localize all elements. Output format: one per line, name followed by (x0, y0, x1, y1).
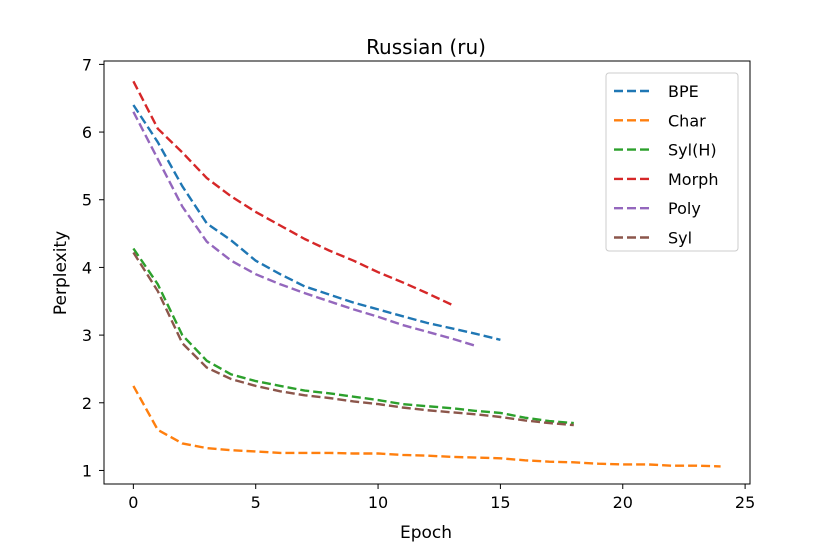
x-tick-label: 5 (251, 493, 261, 512)
series-line-1 (132, 385, 721, 468)
series-line-4 (132, 111, 477, 348)
plot-area: 0 5 10 15 20 25 1 2 3 4 5 6 7 (82, 55, 755, 512)
legend-label-3: Morph (668, 170, 718, 189)
y-tick-label: 7 (82, 55, 92, 74)
series-line-2 (132, 247, 574, 425)
x-axis: 0 5 10 15 20 25 (128, 484, 755, 512)
legend-label-0: BPE (668, 82, 699, 101)
y-tick-label: 5 (82, 191, 92, 210)
y-tick-label: 4 (82, 258, 92, 277)
x-tick-label: 10 (368, 493, 388, 512)
x-tick-label: 15 (490, 493, 510, 512)
series-line-0 (132, 104, 501, 341)
legend-label-5: Syl (668, 229, 692, 248)
legend: BPE Char Syl(H) Morph Poly Syl (605, 72, 739, 252)
series-line-3 (132, 80, 453, 306)
legend-label-4: Poly (668, 199, 701, 218)
y-tick-label: 6 (82, 123, 92, 142)
y-tick-label: 3 (82, 326, 92, 345)
series-line-5 (132, 251, 574, 427)
x-tick-label: 25 (735, 493, 755, 512)
x-tick-label: 0 (128, 493, 138, 512)
chart-title: Russian (ru) (366, 35, 486, 59)
x-tick-label: 20 (613, 493, 633, 512)
x-axis-label: Epoch (400, 523, 452, 543)
y-tick-label: 2 (82, 394, 92, 413)
y-tick-label: 1 (82, 461, 92, 480)
legend-label-2: Syl(H) (668, 141, 717, 160)
series-layer (132, 80, 721, 468)
legend-label-1: Char (668, 111, 706, 130)
y-axis-label: Perplexity (51, 231, 71, 315)
legend-frame (605, 72, 739, 252)
plot-frame (103, 60, 751, 485)
y-axis: 1 2 3 4 5 6 7 (82, 55, 104, 480)
